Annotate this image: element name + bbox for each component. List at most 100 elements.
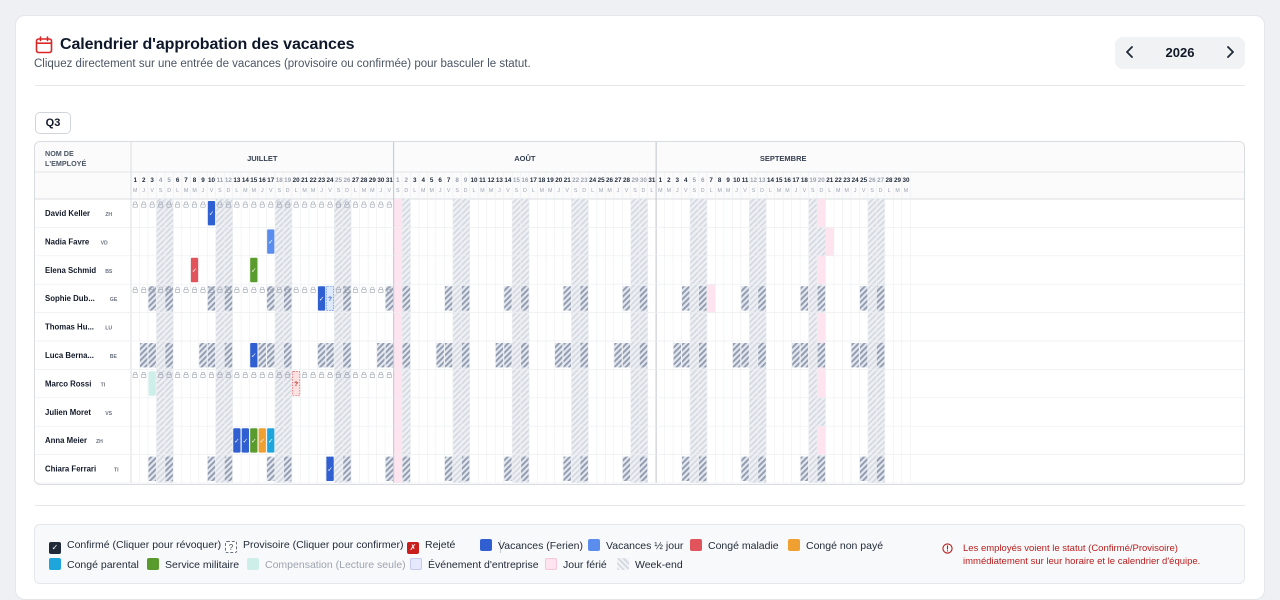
lock-icon <box>310 203 316 208</box>
non-working-day-cell <box>698 343 707 368</box>
non-working-day-cell <box>461 286 470 311</box>
day-number: 22 <box>572 177 580 184</box>
lock-icon <box>167 371 172 375</box>
weekday-letter: L <box>413 188 416 194</box>
entry-half_day-confirmed[interactable] <box>267 229 275 254</box>
weekday-letter: V <box>803 188 807 194</box>
weekday-letter: S <box>870 188 874 194</box>
name-column-header: NOM DE <box>45 149 74 158</box>
weekday-letter: M <box>785 188 789 194</box>
chevron-left-icon[interactable] <box>1115 37 1145 69</box>
weekday-letter: M <box>362 188 366 194</box>
canton-badge: TI <box>114 468 119 474</box>
notice-text: Les employés voient le statut (Confirmé/… <box>963 543 1201 567</box>
entry-vacation-confirmed[interactable] <box>326 456 334 481</box>
day-number: 3 <box>150 177 154 184</box>
entry-compensation-confirmed[interactable] <box>148 371 156 396</box>
day-number: 14 <box>504 177 512 184</box>
non-working-day-cell <box>199 343 207 368</box>
entry-military-confirmed[interactable] <box>250 428 258 453</box>
lock-icon <box>285 201 290 205</box>
entry-parental-confirmed[interactable] <box>267 428 275 453</box>
lock-icon <box>234 201 239 205</box>
non-working-day-cell <box>343 343 351 368</box>
lock-icon <box>133 286 138 290</box>
non-working-day-cell <box>267 456 275 481</box>
weekday-letter: L <box>235 188 238 194</box>
day-number: 21 <box>564 177 572 184</box>
non-working-day-cell <box>614 343 622 368</box>
entry-half_day-provisional[interactable] <box>326 285 335 311</box>
day-number: 19 <box>547 177 555 184</box>
employee-name: Thomas Hu... <box>45 323 94 332</box>
lock-icon <box>361 203 367 208</box>
lock-icon <box>242 203 248 208</box>
non-working-day-cell <box>580 286 588 311</box>
non-working-day-cell <box>639 343 648 368</box>
lock-icon <box>302 371 307 375</box>
canton-badge: TI <box>101 382 106 388</box>
lock-icon <box>175 374 181 378</box>
non-working-day-cell <box>283 286 292 311</box>
weekday-letter: S <box>633 188 637 194</box>
lock-icon <box>369 374 375 378</box>
chevron-right-icon[interactable] <box>1215 37 1245 69</box>
entry-vacation-confirmed[interactable] <box>317 286 326 311</box>
check-icon: ✓ <box>327 466 332 473</box>
day-number: 13 <box>759 177 767 184</box>
non-working-day-cell <box>165 456 173 481</box>
lock-icon <box>277 371 282 375</box>
entry-sick-provisional[interactable] <box>292 371 301 397</box>
weekday-letter: D <box>464 188 468 194</box>
weekday-letter: S <box>752 188 756 194</box>
weekday-letter: L <box>176 188 179 194</box>
day-number: 17 <box>267 177 275 184</box>
lock-icon <box>158 286 163 290</box>
lock-icon <box>311 371 316 375</box>
lock-icon <box>192 203 198 208</box>
non-working-day-cell <box>224 343 233 368</box>
day-number: 9 <box>726 177 730 184</box>
weekday-letter: V <box>506 188 510 194</box>
lock-icon <box>225 374 231 378</box>
day-number: 23 <box>843 177 851 184</box>
lock-icon <box>302 289 308 293</box>
entry-unpaid-confirmed[interactable] <box>258 428 266 453</box>
lock-icon <box>166 374 172 378</box>
day-number: 24 <box>327 177 335 184</box>
day-number: 26 <box>343 177 351 184</box>
lock-icon <box>386 289 392 293</box>
day-number: 18 <box>801 177 809 184</box>
quarter-button[interactable]: Q3 <box>35 112 71 134</box>
entry-sick-confirmed[interactable] <box>190 257 199 283</box>
weekday-letter: M <box>243 188 247 194</box>
legend-military: Service militaire <box>147 558 239 571</box>
lock-icon <box>336 201 341 205</box>
entry-vacation-confirmed[interactable] <box>250 343 258 368</box>
entry-military-confirmed[interactable] <box>250 257 258 283</box>
lock-icon <box>328 371 332 375</box>
day-number: 3 <box>676 177 680 184</box>
weekday-letter: S <box>811 188 815 194</box>
weekday-letter: M <box>540 188 544 194</box>
non-working-day-cell <box>698 286 707 311</box>
lock-icon <box>192 374 198 378</box>
lock-icon <box>141 374 147 378</box>
entry-vacation-confirmed[interactable] <box>207 201 216 226</box>
lock-icon <box>370 371 375 375</box>
lock-icon <box>276 374 282 378</box>
employee-name: Anna Meier <box>45 436 87 445</box>
canton-badge: BS <box>105 269 113 275</box>
entry-vacation-confirmed[interactable] <box>241 428 249 453</box>
day-number: 2 <box>142 177 146 184</box>
day-number: 25 <box>860 177 868 184</box>
lock-icon <box>225 203 231 208</box>
weekday-letter: V <box>625 188 629 194</box>
non-working-day-cell <box>817 343 826 368</box>
entry-vacation-confirmed[interactable] <box>233 428 241 453</box>
weekday-letter: J <box>617 188 620 194</box>
question-icon: ? <box>328 296 332 303</box>
day-number: 17 <box>530 177 538 184</box>
lock-icon <box>344 374 350 378</box>
weekday-letter: M <box>599 188 603 194</box>
